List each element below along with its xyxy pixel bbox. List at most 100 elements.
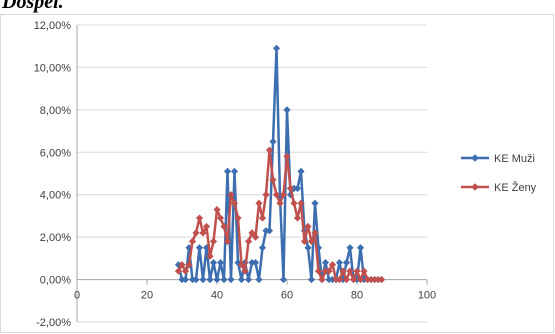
data-point <box>199 229 207 237</box>
data-point <box>377 275 386 284</box>
data-point <box>311 229 319 237</box>
series-2 <box>174 146 386 284</box>
data-point <box>346 267 354 275</box>
data-point <box>206 275 214 284</box>
data-point <box>209 259 218 267</box>
data-point <box>192 229 200 237</box>
legend-item: KE Muži <box>461 153 535 165</box>
data-point <box>185 261 193 269</box>
data-point <box>230 199 239 207</box>
legend-swatch-marker <box>471 183 479 191</box>
data-point <box>227 191 235 199</box>
data-point <box>244 237 253 245</box>
y-tick-label: 12,00% <box>34 20 72 32</box>
data-point <box>255 199 263 207</box>
series-1 <box>174 44 386 284</box>
data-point <box>195 244 204 252</box>
data-point <box>265 227 274 235</box>
data-point <box>195 214 204 222</box>
x-tick-label: 20 <box>141 290 153 302</box>
data-point <box>174 267 183 275</box>
data-point <box>181 267 190 275</box>
data-point <box>314 267 323 275</box>
x-tick-label: 60 <box>281 290 293 302</box>
data-point <box>199 275 207 284</box>
data-point <box>360 267 368 275</box>
y-tick-label: 10,00% <box>34 62 72 74</box>
data-point <box>258 244 267 252</box>
data-point <box>293 214 302 222</box>
data-point <box>335 259 344 267</box>
data-point <box>318 275 326 284</box>
x-tick-label: 80 <box>351 290 363 302</box>
data-point <box>213 205 221 214</box>
plot-series <box>174 44 386 284</box>
data-point <box>283 106 291 114</box>
data-point <box>234 259 242 267</box>
data-point <box>234 214 242 222</box>
data-point <box>209 237 218 245</box>
data-point <box>272 191 281 199</box>
data-point <box>220 275 228 284</box>
x-tick-label: 100 <box>418 290 436 302</box>
data-point <box>297 167 305 175</box>
data-point <box>349 275 358 284</box>
x-tick-label: 40 <box>211 290 223 302</box>
data-point <box>223 167 232 175</box>
data-point <box>297 199 305 207</box>
page-heading: Dospel. <box>2 0 64 13</box>
data-point <box>251 233 260 241</box>
data-point <box>248 229 256 237</box>
data-point <box>307 275 316 284</box>
data-point <box>293 184 302 192</box>
data-point <box>328 261 337 269</box>
y-tick-label: 6,00% <box>40 147 71 159</box>
legend-item: KE Ženy <box>461 181 537 194</box>
data-point <box>335 275 344 284</box>
data-point <box>258 214 267 222</box>
data-point <box>202 222 211 231</box>
data-point <box>213 275 221 284</box>
data-point <box>181 275 190 284</box>
data-point <box>321 259 330 267</box>
x-tick-label: 0 <box>74 290 80 302</box>
data-point <box>342 259 351 267</box>
data-point <box>188 237 197 245</box>
data-point <box>300 237 309 245</box>
data-point <box>269 138 277 146</box>
y-tick-label: 4,00% <box>40 190 71 202</box>
data-point <box>237 275 246 284</box>
data-point <box>223 237 232 245</box>
data-point <box>241 267 249 275</box>
data-point <box>304 244 312 252</box>
data-point <box>311 199 319 207</box>
data-point <box>227 275 235 284</box>
data-point <box>283 152 291 161</box>
data-point <box>276 199 284 207</box>
data-point <box>220 222 228 231</box>
y-tick-label: 2,00% <box>40 232 71 244</box>
data-point <box>279 275 288 284</box>
data-point <box>342 275 351 284</box>
legend-label: KE Muži <box>494 153 535 165</box>
data-point <box>304 222 312 231</box>
data-point <box>255 275 263 284</box>
data-point <box>307 237 316 245</box>
data-point <box>192 275 200 284</box>
y-tick-label: 0,00% <box>40 275 71 287</box>
gridlines <box>77 24 427 323</box>
data-point <box>356 244 365 252</box>
data-point <box>269 176 277 184</box>
legend-label: KE Ženy <box>494 181 537 194</box>
data-point <box>251 259 260 267</box>
data-point <box>216 214 225 222</box>
data-point <box>178 261 186 269</box>
data-point <box>290 199 298 207</box>
data-point <box>346 244 354 252</box>
data-point <box>339 267 347 275</box>
data-point <box>353 267 361 275</box>
data-point <box>286 184 295 192</box>
data-point <box>262 191 270 199</box>
data-point <box>237 261 246 269</box>
